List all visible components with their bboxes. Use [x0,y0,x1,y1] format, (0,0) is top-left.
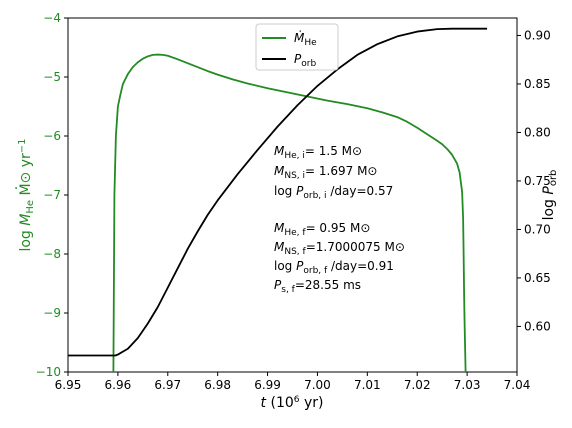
right-tick-label: 0.65 [524,271,551,285]
right-tick-label: 0.75 [524,174,551,188]
x-tick-label: 7.02 [404,378,431,392]
right-tick-label: 0.90 [524,28,551,42]
ann-mns-f: MNS, f=1.7000075 M⊙ [274,240,405,257]
left-tick-label: −6 [43,129,61,143]
ann-mns-i: MNS, i= 1.697 M⊙ [274,164,377,181]
series-line-mdot-he [112,53,467,373]
x-axis-ticks: 6.95 6.96 6.97 6.98 6.99 7.00 7.01 7.02 7.03 7.04 [55,372,531,392]
left-tick-label: −5 [43,70,61,84]
legend-label-porb: Porb [294,52,316,69]
right-tick-label: 0.85 [524,77,551,91]
annotation-final: MHe, f= 0.95 M⊙ MNS, f=1.7000075 M⊙ log … [274,221,405,295]
left-axis-dot: · [9,186,25,190]
x-tick-label: 6.98 [204,378,231,392]
x-tick-label: 6.96 [105,378,132,392]
right-tick-label: 0.70 [524,222,551,236]
right-tick-label: 0.60 [524,319,551,333]
x-tick-label: 6.99 [254,378,281,392]
left-tick-label: −7 [43,188,61,202]
x-tick-label: 7.01 [354,378,381,392]
x-tick-label: 7.04 [504,378,531,392]
right-axis-ticks: 0.60 0.65 0.70 0.75 0.80 0.85 0.90 [517,28,551,333]
left-axis-ticks: −10 −9 −8 −7 −6 −5 −4 [36,11,68,379]
annotation-initial: MHe, i= 1.5 M⊙ MNS, i= 1.697 M⊙ log Porb… [274,144,393,201]
right-tick-label: 0.80 [524,125,551,139]
ann-mhe-f: MHe, f= 0.95 M⊙ [274,221,370,238]
left-axis-label: log MHe M⊙ yr−1 [17,138,36,251]
x-tick-label: 6.97 [154,378,181,392]
left-tick-label: −10 [36,365,61,379]
legend-label-mdot: ṀHe [294,30,317,48]
series-line-porb [68,27,488,357]
left-tick-label: −9 [43,306,61,320]
legend: ṀHe Porb [255,23,339,71]
left-tick-label: −8 [43,247,61,261]
left-tick-label: −4 [43,11,61,25]
ann-porb-i: log Porb, i /day=0.57 [274,184,393,201]
x-tick-label: 7.00 [304,378,331,392]
ann-mhe-i: MHe, i= 1.5 M⊙ [274,144,362,161]
series-layer [68,27,488,373]
ann-ps-f: Ps, f=28.55 ms [274,278,361,295]
x-axis-label: t (106 yr) [261,395,324,411]
ann-porb-f: log Porb, f /day=0.91 [274,259,394,276]
x-tick-label: 6.95 [55,378,82,392]
x-tick-label: 7.03 [454,378,481,392]
